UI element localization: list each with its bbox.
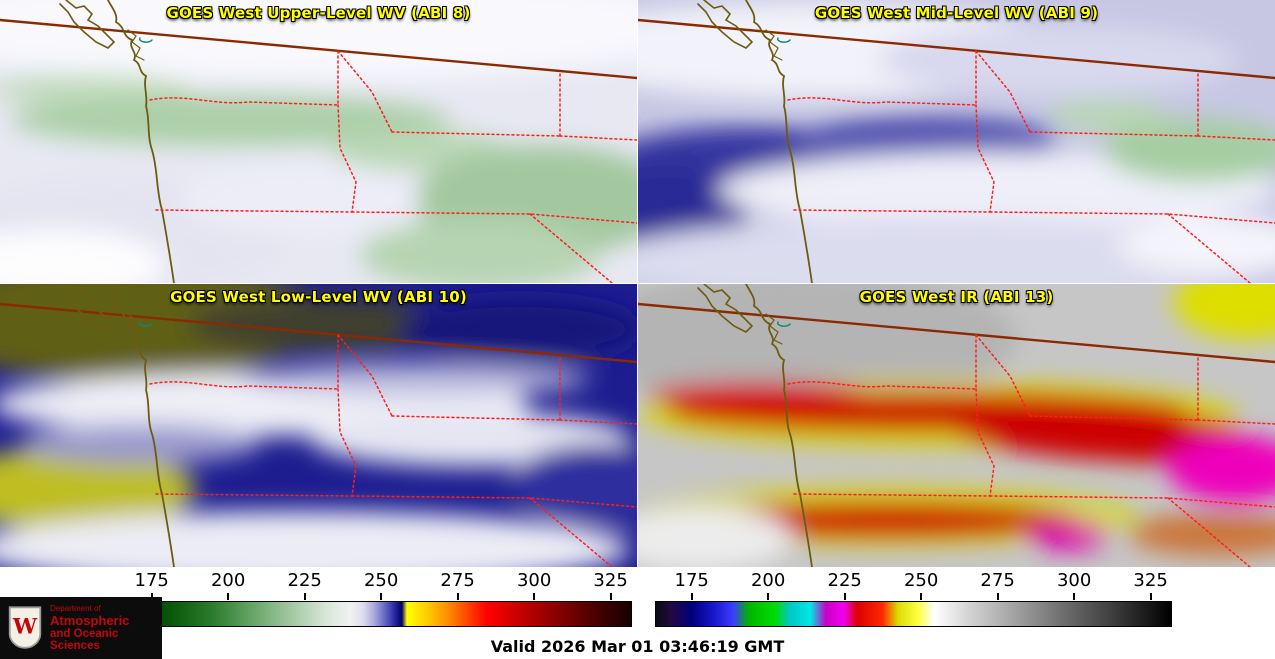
tick-label: 175	[134, 570, 169, 591]
tick-mark	[920, 593, 923, 600]
crest-letter: W	[12, 614, 38, 639]
logo-line-2: Atmospheric	[50, 613, 130, 628]
tick-label: 275	[980, 570, 1015, 591]
panel-mid-level-wv: GOES West Mid-Level WV (ABI 9)	[638, 0, 1275, 283]
tick-mark	[456, 593, 459, 600]
panel-low-level-wv: GOES West Low-Level WV (ABI 10)	[0, 284, 637, 567]
wv-colorbar-strip	[115, 601, 632, 627]
tick-mark	[690, 593, 693, 600]
ir-colorbar-ticks	[655, 592, 1172, 600]
panel-upper-level-wv: GOES West Upper-Level WV (ABI 8)	[0, 0, 637, 283]
tick-label: 250	[903, 570, 939, 591]
satellite-imagery-abi13	[638, 284, 1275, 567]
tick-label: 200	[210, 570, 246, 591]
logo-text: Department of Atmospheric and Oceanic Sc…	[50, 604, 155, 652]
panel-grid: GOES West Upper-Level WV (ABI 8)	[0, 0, 1275, 567]
ir-colorbar-labels: 175 200 225 250 275 300 325	[655, 570, 1172, 592]
satellite-imagery-abi10	[0, 284, 637, 567]
tick-mark	[843, 593, 846, 600]
satellite-imagery-abi8	[0, 0, 637, 283]
tick-mark	[767, 593, 770, 600]
uw-aos-logo: W Department of Atmospheric and Oceanic …	[0, 597, 162, 659]
tick-label: 325	[1133, 570, 1168, 591]
tick-label: 300	[1056, 570, 1092, 591]
tick-label: 275	[440, 570, 475, 591]
valid-time: Valid 2026 Mar 01 03:46:19 GMT	[490, 637, 785, 656]
ir-colorbar: 175 200 225 250 275 300 325	[655, 570, 1172, 634]
tick-mark	[303, 593, 306, 600]
panel-ir: GOES West IR (ABI 13)	[638, 284, 1275, 567]
logo-line-3: and Oceanic Sciences	[50, 628, 119, 652]
uw-crest-icon: W	[8, 606, 42, 649]
tick-mark	[227, 593, 230, 600]
tick-mark	[1149, 593, 1152, 600]
satellite-imagery-abi9	[638, 0, 1275, 283]
tick-label: 300	[516, 570, 552, 591]
tick-mark	[996, 593, 999, 600]
tick-label: 250	[363, 570, 399, 591]
tick-label: 225	[287, 570, 322, 591]
tick-mark	[609, 593, 612, 600]
wv-colorbar-ticks	[115, 592, 632, 600]
tick-label: 325	[593, 570, 628, 591]
tick-label: 225	[827, 570, 862, 591]
tick-mark	[380, 593, 383, 600]
tick-mark	[1073, 593, 1076, 600]
logo-line-1: Department of	[50, 604, 101, 613]
ir-colorbar-strip	[655, 601, 1172, 627]
tick-mark	[533, 593, 536, 600]
tick-label: 175	[674, 570, 709, 591]
wv-colorbar-labels: 175 200 225 250 275 300 325	[115, 570, 632, 592]
tick-mark	[150, 593, 153, 600]
tick-label: 200	[750, 570, 786, 591]
wv-colorbar: 175 200 225 250 275 300 325	[115, 570, 632, 634]
